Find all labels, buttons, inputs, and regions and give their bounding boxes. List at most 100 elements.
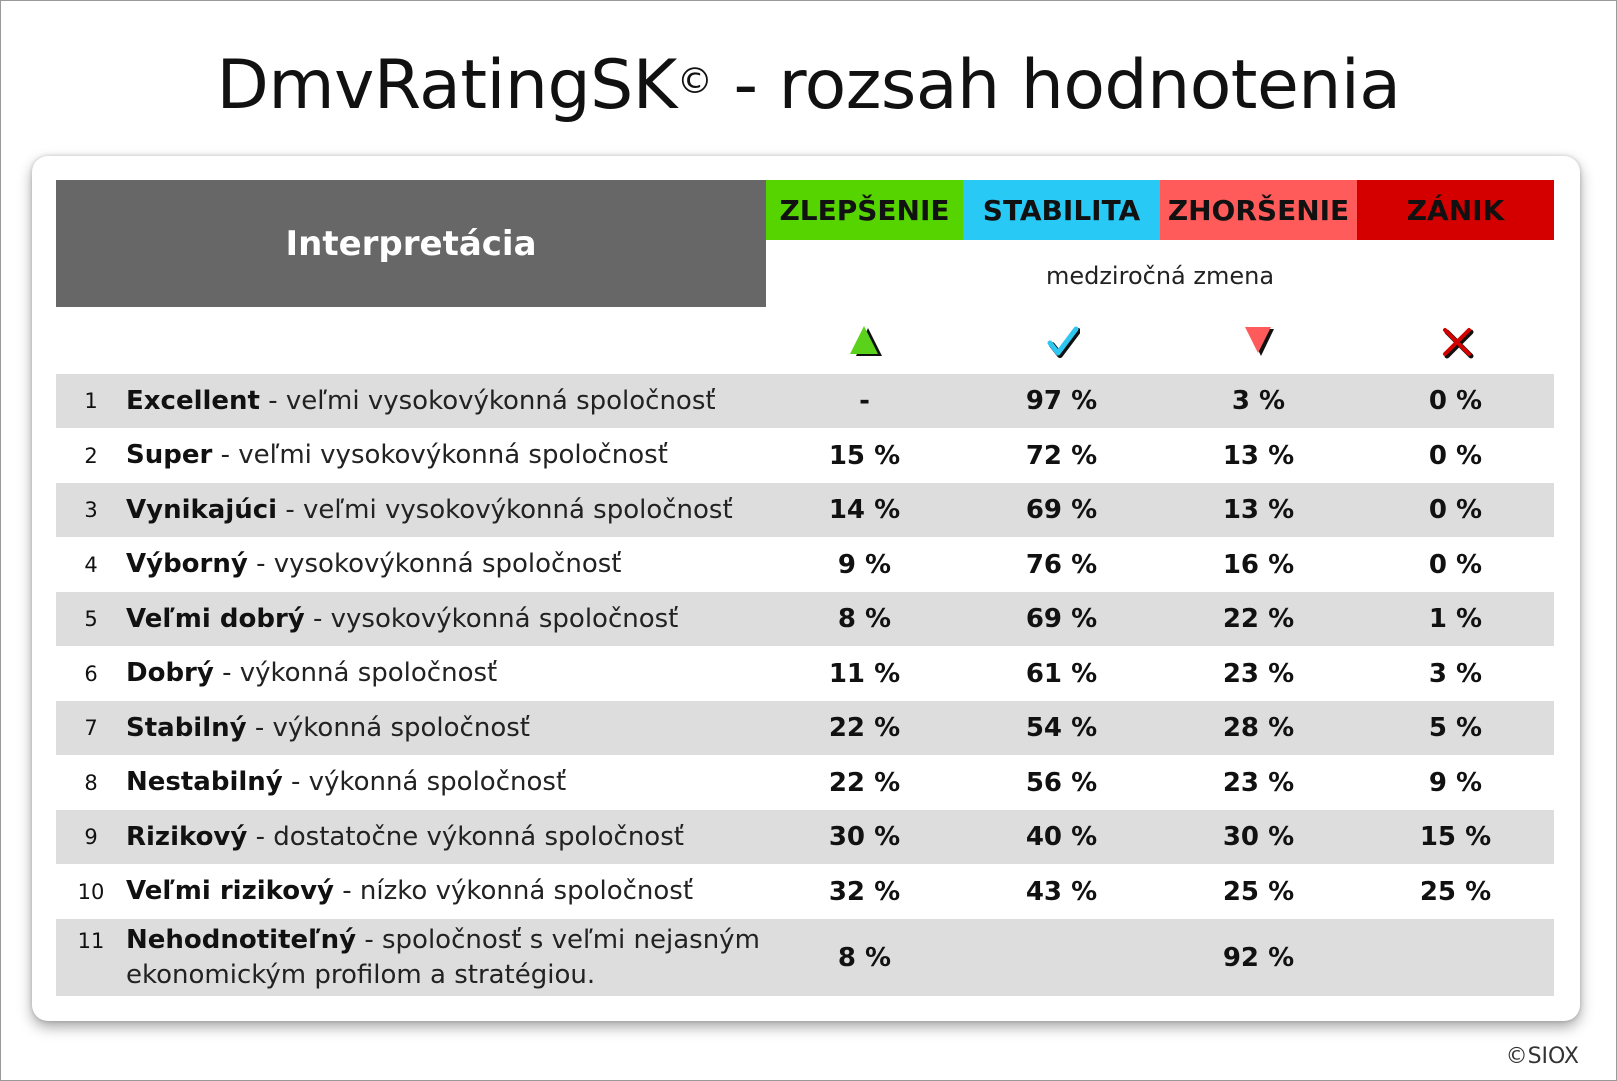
row-description: Nestabilný - výkonná spoločnosť <box>126 765 766 800</box>
row-description: Dobrý - výkonná spoločnosť <box>126 656 766 691</box>
value-zanik: 0 % <box>1428 549 1483 580</box>
subtitle-yoy-change: medziročná zmena <box>1045 262 1275 290</box>
row-description: Veľmi dobrý - vysokovýkonná spoločnosť <box>126 602 766 637</box>
table-row: 1 Excellent - veľmi vysokovýkonná spoloč… <box>56 374 1554 428</box>
interpretation-header: Interpretácia <box>56 180 766 307</box>
value-zanik: 25 % <box>1419 876 1492 907</box>
page-title: DmvRatingSK© - rozsah hodnotenia <box>0 44 1617 128</box>
triangle-down-icon <box>1160 316 1357 366</box>
row-description: Nehodnotiteľný - spoločnosť s veľmi neja… <box>126 923 766 993</box>
table-row: 6 Dobrý - výkonná spoločnosť 11 % 61 % 2… <box>56 646 1554 701</box>
rating-name: Dobrý <box>126 658 214 688</box>
value-zlepsenie: - <box>859 386 870 416</box>
row-number: 6 <box>84 661 98 686</box>
value-zlepsenie: 15 % <box>828 440 901 471</box>
checkmark-icon <box>963 316 1160 366</box>
value-zhorsenie: 13 % <box>1222 495 1295 525</box>
row-number: 4 <box>84 552 98 577</box>
rating-name: Veľmi rizikový <box>126 876 334 906</box>
rating-description: - dostatočne výkonná spoločnosť <box>247 821 684 852</box>
table-row: 7 Stabilný - výkonná spoločnosť 22 % 54 … <box>56 701 1554 755</box>
row-number: 10 <box>77 879 105 904</box>
rating-name: Veľmi dobrý <box>126 603 305 634</box>
value-zlepsenie: 22 % <box>828 767 901 798</box>
value-zanik: 9 % <box>1428 767 1483 798</box>
rating-name: Vynikajúci <box>126 494 278 525</box>
column-header-zhorsenie: ZHORŠENIE <box>1160 180 1357 240</box>
value-zanik: 0 % <box>1428 440 1483 471</box>
row-description: Stabilný - výkonná spoločnosť <box>126 711 766 746</box>
rating-description: - veľmi vysokovýkonná spoločnosť <box>212 440 668 470</box>
value-stabilita: 56 % <box>1025 767 1098 798</box>
row-number: 9 <box>84 825 98 849</box>
rating-description: - výkonná spoločnosť <box>246 712 530 743</box>
value-stabilita: 43 % <box>1025 876 1098 907</box>
value-stabilita: 69 % <box>1025 604 1098 634</box>
value-zhorsenie: 28 % <box>1222 713 1295 743</box>
column-header-stabilita: STABILITA <box>963 180 1160 240</box>
value-zlepsenie: 22 % <box>828 713 901 743</box>
row-number: 5 <box>84 607 98 631</box>
table-row: 3 Vynikajúci - veľmi vysokovýkonná spolo… <box>56 483 1554 537</box>
rating-description: - spoločnosť s veľmi nejasným ekonomický… <box>126 924 760 990</box>
value-zlepsenie: 8 % <box>837 942 892 973</box>
value-zhorsenie: 25 % <box>1222 876 1295 907</box>
value-zanik: 1 % <box>1428 604 1483 634</box>
rating-name: Nestabilný <box>126 767 283 797</box>
column-header-zlepsenie: ZLEPŠENIE <box>766 180 963 240</box>
value-stabilita: 97 % <box>1025 386 1098 416</box>
value-stabilita: 61 % <box>1025 658 1098 689</box>
value-stabilita: 72 % <box>1025 440 1098 471</box>
value-zanik: 15 % <box>1419 822 1492 852</box>
row-description: Vynikajúci - veľmi vysokovýkonná spoločn… <box>126 493 766 528</box>
rating-description: - nízko výkonná spoločnosť <box>334 876 694 906</box>
value-zanik: 3 % <box>1428 658 1483 689</box>
value-zhorsenie: 13 % <box>1222 440 1295 471</box>
rating-description: - vysokovýkonná spoločnosť <box>247 549 622 579</box>
rating-name: Excellent <box>126 385 260 416</box>
value-zhorsenie: 16 % <box>1222 549 1295 580</box>
value-stabilita: 40 % <box>1025 822 1098 852</box>
value-zanik: 5 % <box>1428 713 1483 743</box>
value-zhorsenie: 92 % <box>1222 942 1295 973</box>
title-rest: - rozsah hodnotenia <box>712 46 1401 125</box>
value-zlepsenie: 30 % <box>828 822 901 852</box>
rating-name: Nehodnotiteľný <box>126 924 357 955</box>
value-zhorsenie: 23 % <box>1222 658 1295 689</box>
rating-name: Rizikový <box>126 821 248 852</box>
row-description: Excellent - veľmi vysokovýkonná spoločno… <box>126 384 766 419</box>
table-row: 2 Super - veľmi vysokovýkonná spoločnosť… <box>56 428 1554 483</box>
value-zhorsenie: 30 % <box>1222 822 1295 852</box>
value-stabilita: 76 % <box>1025 549 1098 580</box>
column-header-zanik: ZÁNIK <box>1357 180 1554 240</box>
table-row: 8 Nestabilný - výkonná spoločnosť 22 % 5… <box>56 755 1554 810</box>
title-main: DmvRatingSK <box>216 46 678 125</box>
row-description: Výborný - vysokovýkonná spoločnosť <box>126 547 766 582</box>
rating-description: - výkonná spoločnosť <box>213 658 498 688</box>
row-description: Rizikový - dostatočne výkonná spoločnosť <box>126 820 766 855</box>
value-zlepsenie: 32 % <box>828 876 901 907</box>
table-row: 10 Veľmi rizikový - nízko výkonná spoloč… <box>56 864 1554 919</box>
row-description: Veľmi rizikový - nízko výkonná spoločnos… <box>126 874 766 909</box>
rating-name: Super <box>126 440 213 470</box>
value-zhorsenie: 22 % <box>1222 604 1295 634</box>
value-stabilita: 54 % <box>1025 713 1098 743</box>
value-zanik: 0 % <box>1428 386 1483 416</box>
table-row: 4 Výborný - vysokovýkonná spoločnosť 9 %… <box>56 537 1554 592</box>
title-copyright-sup: © <box>676 61 713 102</box>
rating-name: Výborný <box>126 549 248 579</box>
value-zlepsenie: 14 % <box>828 495 901 525</box>
table-row: 5 Veľmi dobrý - vysokovýkonná spoločnosť… <box>56 592 1554 646</box>
value-zlepsenie: 8 % <box>837 604 892 634</box>
row-number: 7 <box>84 716 98 740</box>
row-number: 2 <box>84 443 98 468</box>
value-stabilita: 69 % <box>1025 495 1098 525</box>
row-number: 8 <box>84 770 98 795</box>
rating-description: - vysokovýkonná spoločnosť <box>304 603 679 634</box>
cross-icon <box>1357 316 1554 366</box>
value-zhorsenie: 3 % <box>1231 386 1286 416</box>
value-zlepsenie: 9 % <box>837 549 892 580</box>
value-zanik: 0 % <box>1428 495 1483 525</box>
table-row: 9 Rizikový - dostatočne výkonná spoločno… <box>56 810 1554 864</box>
row-number: 11 <box>77 929 105 953</box>
